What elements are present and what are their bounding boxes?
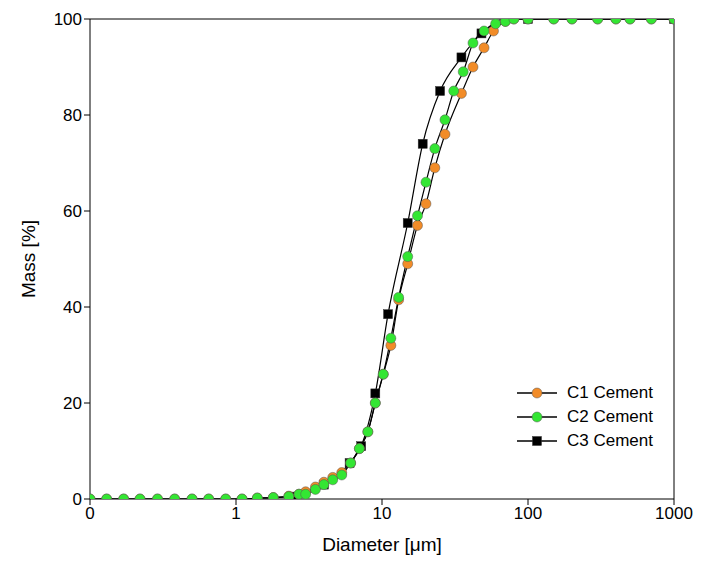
- svg-text:0: 0: [73, 490, 82, 509]
- svg-text:1: 1: [231, 504, 240, 523]
- svg-text:100: 100: [514, 504, 542, 523]
- html-text:C2 Cement: C2 Cement: [567, 407, 653, 426]
- svg-text:Mass [%]: Mass [%]: [18, 220, 39, 298]
- svg-text:100: 100: [54, 10, 82, 29]
- html-text:C1 Cement: C1 Cement: [567, 383, 653, 402]
- svg-text:10: 10: [373, 504, 392, 523]
- svg-text:20: 20: [63, 394, 82, 413]
- svg-text:80: 80: [63, 106, 82, 125]
- svg-text:40: 40: [63, 298, 82, 317]
- html-text:C3 Cement: C3 Cement: [567, 431, 653, 450]
- svg-text:0: 0: [85, 504, 94, 523]
- svg-text:1000: 1000: [655, 504, 693, 523]
- svg-text:Diameter [μm]: Diameter [μm]: [322, 534, 442, 555]
- svg-text:60: 60: [63, 202, 82, 221]
